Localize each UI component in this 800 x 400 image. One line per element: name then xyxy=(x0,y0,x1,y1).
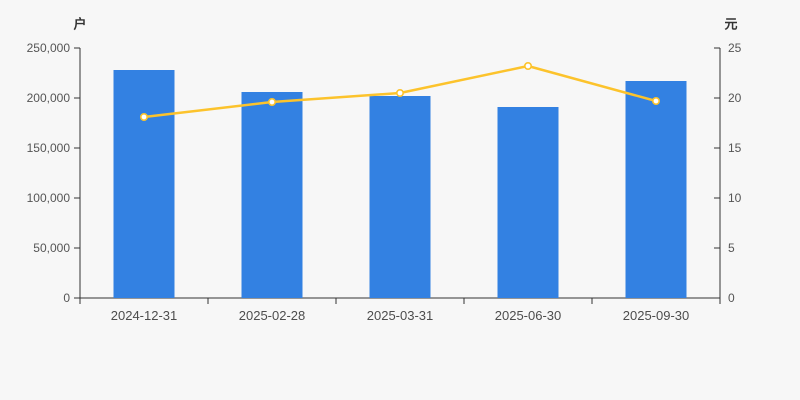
left-axis-tick-label: 0 xyxy=(63,291,70,305)
right-axis-tick-label: 25 xyxy=(728,41,742,55)
right-axis-tick-label: 20 xyxy=(728,91,742,105)
right-axis-tick-label: 15 xyxy=(728,141,742,155)
line-series-point xyxy=(267,98,276,107)
x-axis-category-label: 2025-06-30 xyxy=(495,308,562,323)
x-axis-category-label: 2024-12-31 xyxy=(111,308,178,323)
bar xyxy=(625,81,687,298)
left-axis-unit-label: 户 xyxy=(73,16,87,32)
right-axis-unit-label: 元 xyxy=(724,16,738,32)
x-axis-category-label: 2025-03-31 xyxy=(367,308,434,323)
left-axis-tick-label: 200,000 xyxy=(27,91,71,105)
bar xyxy=(497,107,559,298)
left-axis-tick-label: 250,000 xyxy=(27,41,71,55)
bar xyxy=(113,70,175,298)
left-axis-tick-label: 50,000 xyxy=(33,241,70,255)
line-series-point xyxy=(651,97,660,106)
bar xyxy=(369,96,431,298)
line-series-point xyxy=(523,61,532,70)
right-axis-tick-label: 0 xyxy=(728,291,735,305)
x-axis-category-label: 2025-02-28 xyxy=(239,308,306,323)
left-axis-tick-label: 100,000 xyxy=(27,191,71,205)
line-series-point xyxy=(140,113,149,122)
left-axis-tick-label: 150,000 xyxy=(27,141,71,155)
x-axis-category-label: 2025-09-30 xyxy=(623,308,690,323)
bar xyxy=(241,92,303,298)
line-series-point xyxy=(395,89,404,98)
right-axis-tick-label: 10 xyxy=(728,191,742,205)
right-axis-tick-label: 5 xyxy=(728,241,735,255)
